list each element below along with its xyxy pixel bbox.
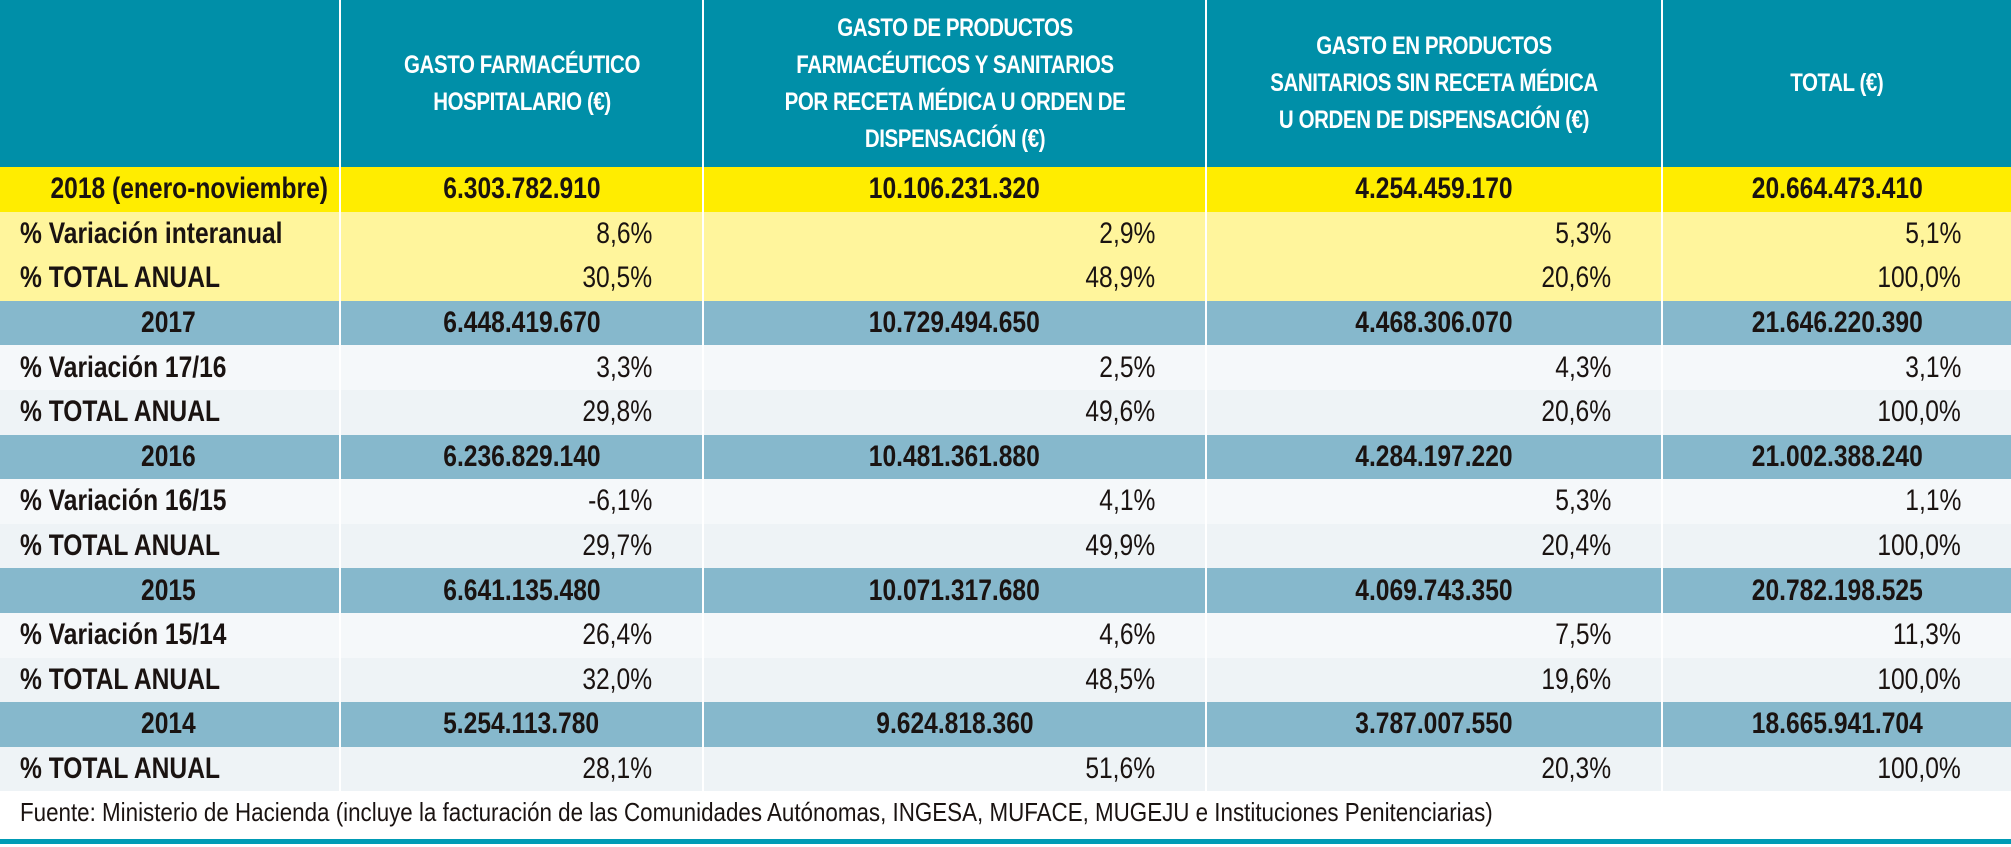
cell-value: 30,5% — [340, 256, 704, 301]
cell-value: 28,1% — [340, 746, 704, 792]
cell-value: 4,6% — [703, 612, 1207, 658]
cell-value: 29,8% — [340, 389, 704, 435]
row-label: % TOTAL ANUAL — [0, 523, 341, 569]
row-label: 2018 (enero-noviembre) — [0, 167, 341, 212]
percent-row: % TOTAL ANUAL 29,7% 49,9% 20,4% 100,0% — [0, 523, 2011, 569]
percent-row: % TOTAL ANUAL 30,5% 48,9% 20,6% 100,0% — [0, 256, 2011, 301]
cell-value: 20.664.473.410 — [1662, 167, 2011, 212]
cell-value: 5,3% — [1206, 479, 1663, 524]
cell-value: 8,6% — [340, 211, 704, 257]
year-row: 2016 6.236.829.140 10.481.361.880 4.284.197… — [0, 434, 2011, 480]
cell-value: 4.284.197.220 — [1206, 434, 1663, 480]
cell-value: 4,1% — [703, 479, 1207, 524]
cell-value: 5.254.113.780 — [340, 702, 704, 747]
cell-value: 26,4% — [340, 612, 704, 658]
header-total: TOTAL (€) — [1662, 0, 2011, 167]
row-label: 2015 — [0, 568, 341, 613]
row-label: % Variación 17/16 — [0, 345, 341, 390]
row-label: 2017 — [0, 300, 341, 346]
cell-value: 7,5% — [1206, 612, 1663, 658]
cell-value: 49,6% — [703, 389, 1207, 435]
year-row: 2018 (enero-noviembre) 6.303.782.910 10.10… — [0, 167, 2011, 212]
year-row: 2014 5.254.113.780 9.624.818.360 3.787.007.… — [0, 702, 2011, 747]
cell-value: 48,9% — [703, 256, 1207, 301]
header-empty — [0, 0, 341, 167]
cell-value: 21.646.220.390 — [1662, 300, 2011, 346]
row-label: % TOTAL ANUAL — [0, 657, 341, 703]
percent-row: % Variación 16/15 -6,1% 4,1% 5,3% 1,1% — [0, 479, 2011, 524]
cell-value: 4,3% — [1206, 345, 1663, 390]
cell-value: 100,0% — [1662, 746, 2011, 792]
cell-value: 3.787.007.550 — [1206, 702, 1663, 747]
cell-value: 5,1% — [1662, 211, 2011, 257]
cell-value: 10.071.317.680 — [703, 568, 1207, 613]
cell-value: 29,7% — [340, 523, 704, 569]
percent-row: % Variación 15/14 26,4% 4,6% 7,5% 11,3% — [0, 612, 2011, 658]
cell-value: 21.002.388.240 — [1662, 434, 2011, 480]
source-note: Fuente: Ministerio de Hacienda (incluye … — [20, 797, 1493, 828]
cell-value: 100,0% — [1662, 523, 2011, 569]
cell-value: 2,5% — [703, 345, 1207, 390]
row-label: % Variación 16/15 — [0, 479, 341, 524]
cell-value: 6.236.829.140 — [340, 434, 704, 480]
cell-value: 5,3% — [1206, 211, 1663, 257]
row-label: 2016 — [0, 434, 341, 480]
row-label: 2014 — [0, 702, 341, 747]
cell-value: 48,5% — [703, 657, 1207, 703]
cell-value: 51,6% — [703, 746, 1207, 792]
cell-value: 49,9% — [703, 523, 1207, 569]
cell-value: 6.448.419.670 — [340, 300, 704, 346]
cell-value: 20.782.198.525 — [1662, 568, 2011, 613]
row-label: % Variación interanual — [0, 211, 341, 257]
cell-value: 20,4% — [1206, 523, 1663, 569]
cell-value: 6.303.782.910 — [340, 167, 704, 212]
bottom-rule — [0, 839, 2011, 845]
cell-value: 100,0% — [1662, 657, 2011, 703]
cell-value: 100,0% — [1662, 256, 2011, 301]
cell-value: -6,1% — [340, 479, 704, 524]
cell-value: 9.624.818.360 — [703, 702, 1207, 747]
row-label: % TOTAL ANUAL — [0, 256, 341, 301]
cell-value: 19,6% — [1206, 657, 1663, 703]
cell-value: 10.729.494.650 — [703, 300, 1207, 346]
cell-value: 18.665.941.704 — [1662, 702, 2011, 747]
cell-value: 32,0% — [340, 657, 704, 703]
cell-value: 10.106.231.320 — [703, 167, 1207, 212]
cell-value: 20,6% — [1206, 389, 1663, 435]
cell-value: 2,9% — [703, 211, 1207, 257]
cell-value: 4.069.743.350 — [1206, 568, 1663, 613]
cell-value: 10.481.361.880 — [703, 434, 1207, 480]
header-prescription: GASTO DE PRODUCTOS FARMACÉUTICOS Y SANIT… — [703, 0, 1207, 167]
percent-row: % TOTAL ANUAL 29,8% 49,6% 20,6% 100,0% — [0, 389, 2011, 435]
row-label: % TOTAL ANUAL — [0, 746, 341, 792]
cell-value: 20,6% — [1206, 256, 1663, 301]
expenditure-table: GASTO FARMACÉUTICO HOSPITALARIO (€) GAST… — [0, 0, 2011, 792]
percent-row: % TOTAL ANUAL 28,1% 51,6% 20,3% 100,0% — [0, 746, 2011, 792]
percent-row: % Variación interanual 8,6% 2,9% 5,3% 5,1% — [0, 211, 2011, 257]
cell-value: 20,3% — [1206, 746, 1663, 792]
row-label: % Variación 15/14 — [0, 612, 341, 658]
cell-value: 3,3% — [340, 345, 704, 390]
header-hospital: GASTO FARMACÉUTICO HOSPITALARIO (€) — [340, 0, 704, 167]
year-row: 2015 6.641.135.480 10.071.317.680 4.069.743… — [0, 568, 2011, 613]
cell-value: 4.254.459.170 — [1206, 167, 1663, 212]
cell-value: 3,1% — [1662, 345, 2011, 390]
row-label: % TOTAL ANUAL — [0, 389, 341, 435]
percent-row: % Variación 17/16 3,3% 2,5% 4,3% 3,1% — [0, 345, 2011, 390]
cell-value: 4.468.306.070 — [1206, 300, 1663, 346]
year-row: 2017 6.448.419.670 10.729.494.650 4.468.306… — [0, 300, 2011, 346]
cell-value: 11,3% — [1662, 612, 2011, 658]
cell-value: 1,1% — [1662, 479, 2011, 524]
percent-row: % TOTAL ANUAL 32,0% 48,5% 19,6% 100,0% — [0, 657, 2011, 703]
header-non-prescription: GASTO EN PRODUCTOS SANITARIOS SIN RECETA… — [1206, 0, 1663, 167]
cell-value: 100,0% — [1662, 389, 2011, 435]
cell-value: 6.641.135.480 — [340, 568, 704, 613]
header-row: GASTO FARMACÉUTICO HOSPITALARIO (€) GAST… — [0, 0, 2011, 167]
